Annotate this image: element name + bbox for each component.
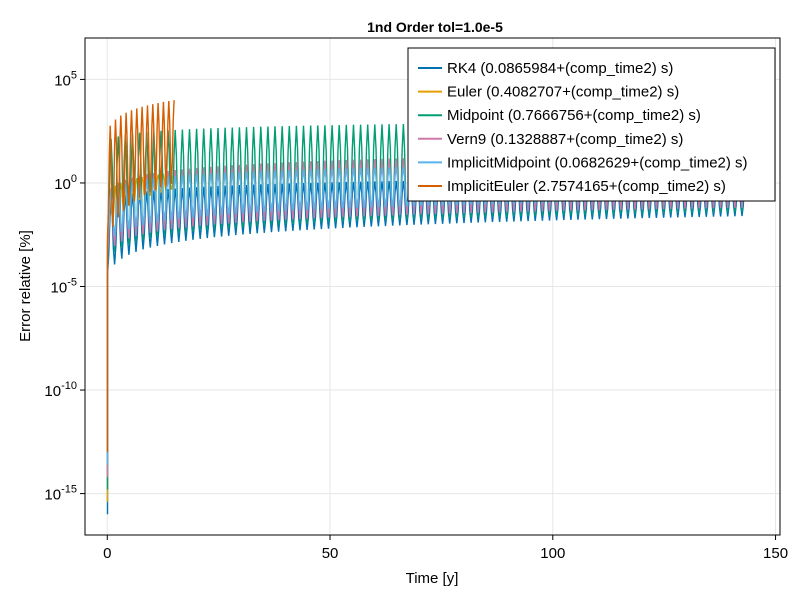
- y-tick-exponent: 5: [71, 69, 77, 81]
- y-tick-base: 10: [51, 280, 68, 297]
- y-tick-label: 10-5: [51, 277, 77, 297]
- y-tick-base: 10: [54, 176, 71, 193]
- y-tick-label: 10-10: [44, 380, 77, 400]
- y-tick-base: 10: [54, 72, 71, 89]
- x-tick-label: 0: [103, 545, 111, 562]
- legend-box: [407, 47, 776, 202]
- chart-title: 1nd Order tol=1.0e-5: [367, 19, 503, 35]
- x-axis-label: Time [y]: [406, 570, 459, 587]
- legend-entry: RK4 (0.0865984+(comp_time2) s): [447, 60, 673, 77]
- legend-entry: Euler (0.4082707+(comp_time2) s): [447, 84, 679, 101]
- y-tick-exponent: -15: [61, 484, 77, 496]
- y-tick-exponent: -10: [61, 380, 77, 392]
- y-tick-exponent: -5: [67, 277, 77, 289]
- y-tick-label: 10-15: [44, 484, 77, 504]
- y-tick-base: 10: [44, 383, 61, 400]
- y-tick-label: 100: [54, 173, 77, 193]
- legend-entry: ImplicitEuler (2.7574165+(comp_time2) s): [447, 178, 726, 195]
- legend-entry: Midpoint (0.7666756+(comp_time2) s): [447, 107, 701, 124]
- x-tick-label: 100: [540, 545, 565, 562]
- x-axis: 0 50 100 150: [103, 535, 788, 562]
- y-tick-exponent: 0: [71, 173, 77, 185]
- legend: RK4 (0.0865984+(comp_time2) s) Euler (0.4…: [407, 47, 776, 202]
- x-tick-label: 150: [763, 545, 788, 562]
- series-line-5: [106, 100, 175, 453]
- legend-entry: Vern9 (0.1328887+(comp_time2) s): [447, 131, 683, 148]
- y-tick-label: 105: [54, 69, 77, 89]
- x-tick-label: 50: [322, 545, 339, 562]
- y-axis-label: Error relative [%]: [17, 230, 34, 342]
- legend-entry: ImplicitMidpoint (0.0682629+(comp_time2)…: [447, 154, 748, 171]
- y-tick-base: 10: [44, 487, 61, 504]
